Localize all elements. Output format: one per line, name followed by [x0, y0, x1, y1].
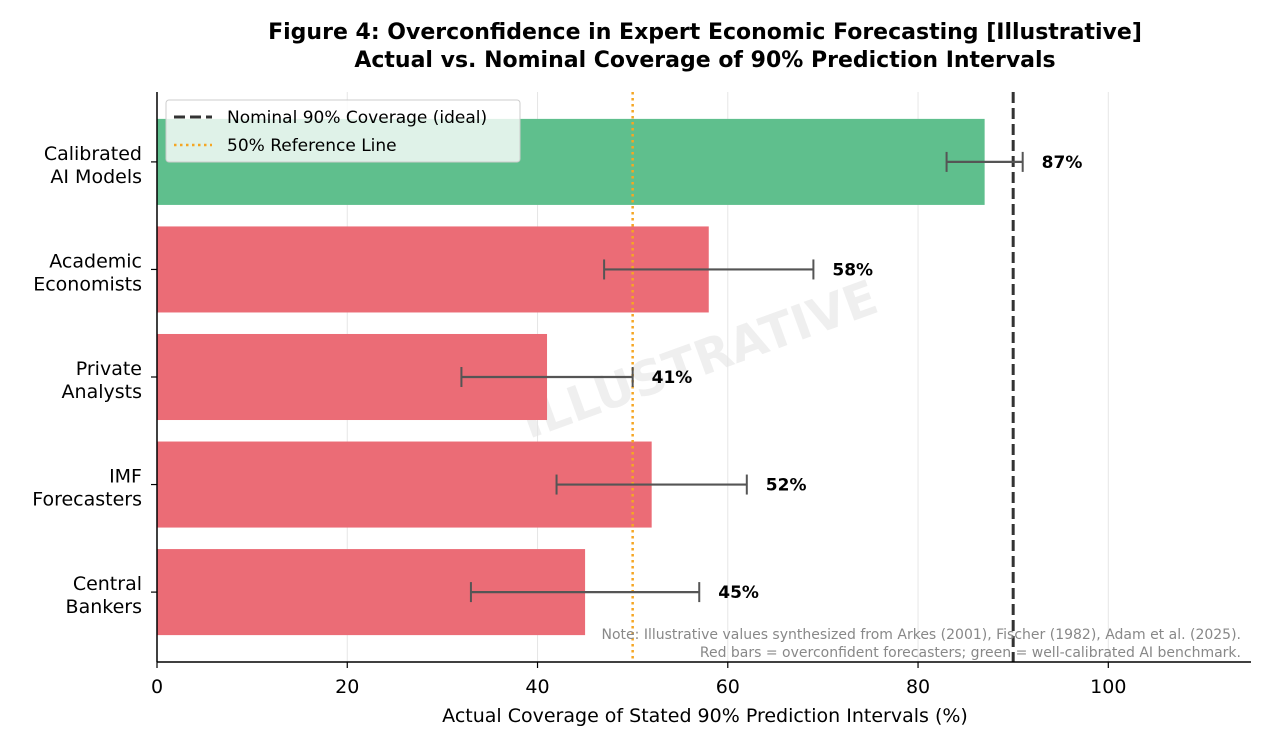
legend-frame [165, 99, 521, 163]
legend-label-reference: 50% Reference Line [227, 136, 397, 156]
chart-title: Figure 4: Overconfidence in Expert Econo… [268, 20, 1142, 45]
value-label-2: 41% [652, 368, 693, 388]
chart-subtitle: Actual vs. Nominal Coverage of 90% Predi… [354, 48, 1055, 73]
axes: 0 20 40 60 80 100 Calibrated AI Models Academic E… [32, 92, 1251, 698]
x-axis-label: Actual Coverage of Stated 90% Prediction… [442, 705, 968, 727]
error-bars [460, 151, 1024, 603]
note-line-2: Red bars = overconfident forecasters; gr… [700, 645, 1241, 661]
value-label-0: 87% [1042, 153, 1083, 173]
value-label-3: 52% [766, 476, 807, 496]
x-tick-label-100: 100 [1090, 676, 1126, 698]
category-label-1: Academic Economists [33, 250, 142, 295]
x-tick-label-20: 20 [335, 676, 359, 698]
category-label-0: Calibrated AI Models [44, 143, 142, 188]
x-tick-label-40: 40 [525, 676, 549, 698]
data-labels: 87% 58% 41% 52% 45% [652, 153, 1083, 603]
value-label-1: 58% [832, 260, 873, 280]
note-line-1: Note: Illustrative values synthesized fr… [602, 627, 1241, 643]
category-label-3: IMF Forecasters [32, 466, 142, 511]
value-label-4: 45% [718, 583, 759, 603]
legend-label-nominal: Nominal 90% Coverage (ideal) [227, 108, 487, 128]
x-tick-label-80: 80 [906, 676, 930, 698]
x-tick-label-0: 0 [151, 676, 163, 698]
category-label-2: Private Analysts [62, 358, 142, 403]
legend: Nominal 90% Coverage (ideal) 50% Referen… [165, 99, 521, 163]
reference-lines [631, 92, 1015, 662]
x-tick-label-60: 60 [716, 676, 740, 698]
category-label-4: Central Bankers [66, 573, 142, 618]
